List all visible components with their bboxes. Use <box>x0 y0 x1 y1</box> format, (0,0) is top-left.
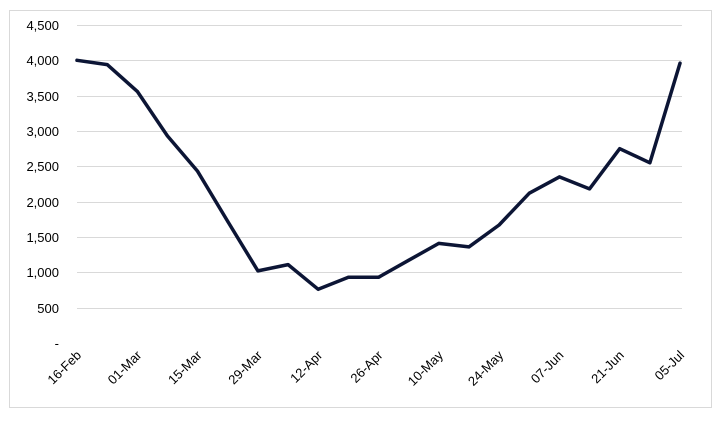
x-tick-label: 26-Apr <box>347 347 386 386</box>
data-point <box>286 263 290 267</box>
x-tick-label: 12-Apr <box>287 347 326 386</box>
data-point <box>618 147 622 151</box>
data-point <box>497 223 501 227</box>
x-tick-label: 10-May <box>405 347 447 389</box>
chart-area <box>9 10 712 408</box>
x-tick-label: 21-Jun <box>588 348 627 387</box>
x-tick-label: 24-May <box>465 347 507 389</box>
x-axis-tick-labels: 16-Feb 01-Mar 15-Mar 29-Mar 12-Apr 26-Apr 10-M… <box>44 347 687 389</box>
gridlines <box>77 25 682 309</box>
y-tick-label: 1,500 <box>26 230 59 245</box>
data-point <box>527 191 531 195</box>
y-tick-label: 3,000 <box>26 124 59 139</box>
x-tick-label: 07-Jun <box>528 348 567 387</box>
y-tick-label: 500 <box>37 301 59 316</box>
x-tick-label: 29-Mar <box>225 347 265 387</box>
data-point <box>377 275 380 279</box>
data-point <box>437 241 441 245</box>
data-point <box>648 161 652 165</box>
data-point <box>678 61 682 65</box>
y-tick-label: - <box>55 336 59 351</box>
y-axis-tick-labels: - 500 1,000 1,500 2,000 2,500 3,000 3,500 4,000 4… <box>26 18 59 351</box>
data-point <box>196 169 200 173</box>
y-tick-label: 3,500 <box>26 89 59 104</box>
data-point <box>407 258 411 262</box>
data-point <box>165 134 169 138</box>
data-point <box>557 175 561 179</box>
x-tick-label: 15-Mar <box>165 347 205 387</box>
series-line <box>75 58 682 292</box>
y-tick-label: 2,500 <box>26 159 59 174</box>
data-point <box>226 220 230 223</box>
x-tick-label: 05-Jul <box>651 347 687 383</box>
data-point <box>75 58 79 62</box>
data-point <box>346 275 350 279</box>
y-tick-label: 1,000 <box>26 265 59 280</box>
y-tick-label: 2,000 <box>26 195 59 210</box>
data-point <box>467 245 471 249</box>
x-tick-label: 01-Mar <box>105 347 145 387</box>
data-point <box>588 187 591 191</box>
x-tick-label: 16-Feb <box>44 348 84 388</box>
data-point <box>135 89 139 93</box>
y-tick-label: 4,000 <box>26 53 59 68</box>
data-point <box>105 63 109 67</box>
data-point <box>316 287 320 291</box>
series-lines <box>75 58 682 292</box>
y-tick-label: 4,500 <box>26 18 59 33</box>
data-point <box>256 269 260 273</box>
